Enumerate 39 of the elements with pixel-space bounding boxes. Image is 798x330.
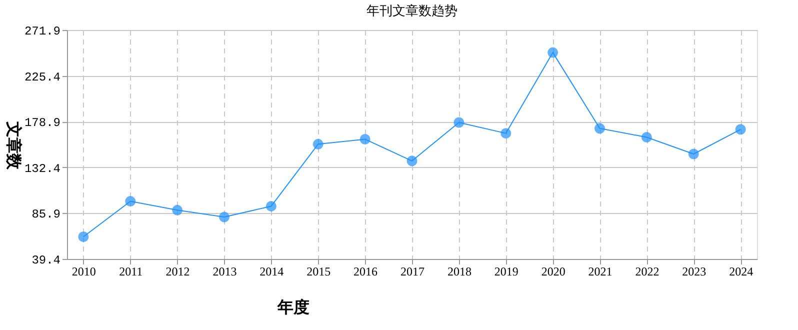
y-tick-label: 132.4	[24, 162, 60, 176]
y-axis-title: 文章数	[4, 120, 22, 170]
point	[172, 204, 183, 216]
x-tick-label: 2012	[166, 264, 190, 278]
point	[641, 132, 652, 142]
point	[312, 138, 324, 150]
x-tick-label: 2020	[541, 264, 566, 278]
point	[406, 156, 418, 166]
point	[219, 212, 230, 222]
point	[125, 196, 136, 207]
x-tick-label: 2016	[354, 264, 378, 278]
y-tick-label: 178.9	[24, 116, 60, 130]
y-tick-label: 85.9	[32, 208, 60, 222]
x-tick-label: 2024	[729, 264, 754, 278]
x-tick-label: 2013	[212, 264, 237, 278]
x-tick-label: 2017	[400, 264, 424, 278]
y-tick-label: 39.4	[32, 254, 60, 268]
x-tick-label: 2023	[682, 264, 706, 278]
x-tick-label: 2019	[494, 264, 518, 278]
x-axis-title: 年度	[276, 298, 310, 316]
x-tick-label: 2014	[260, 264, 284, 278]
y-tick-label: 271.9	[24, 24, 60, 38]
point	[78, 232, 89, 242]
x-tick-label: 2011	[119, 264, 143, 278]
point	[500, 128, 512, 139]
point	[594, 123, 605, 134]
x-tick-label: 2022	[635, 264, 660, 278]
y-tick-label: 225.4	[24, 70, 60, 84]
chart-title: 年刊文章数趋势	[366, 3, 458, 18]
point	[454, 117, 464, 128]
point	[735, 124, 746, 135]
x-tick-label: 2021	[588, 264, 612, 278]
x-tick-label: 2015	[306, 264, 331, 278]
point	[548, 47, 558, 58]
point	[688, 148, 699, 160]
x-tick-label: 2010	[72, 264, 96, 278]
point	[266, 200, 276, 212]
x-tick-label: 2018	[447, 264, 472, 278]
point	[360, 134, 370, 144]
